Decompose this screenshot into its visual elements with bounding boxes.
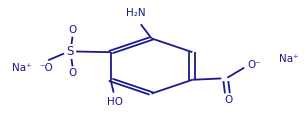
Text: ⁻O: ⁻O	[40, 63, 54, 73]
Text: HO: HO	[107, 97, 123, 107]
Text: O: O	[68, 68, 76, 78]
Text: S: S	[66, 45, 73, 58]
Text: Na⁺: Na⁺	[279, 54, 298, 64]
Text: O⁻: O⁻	[247, 60, 261, 70]
Text: H₂N: H₂N	[126, 8, 146, 18]
Text: O: O	[68, 25, 76, 35]
Text: O: O	[224, 95, 232, 105]
Text: Na⁺: Na⁺	[12, 63, 31, 73]
